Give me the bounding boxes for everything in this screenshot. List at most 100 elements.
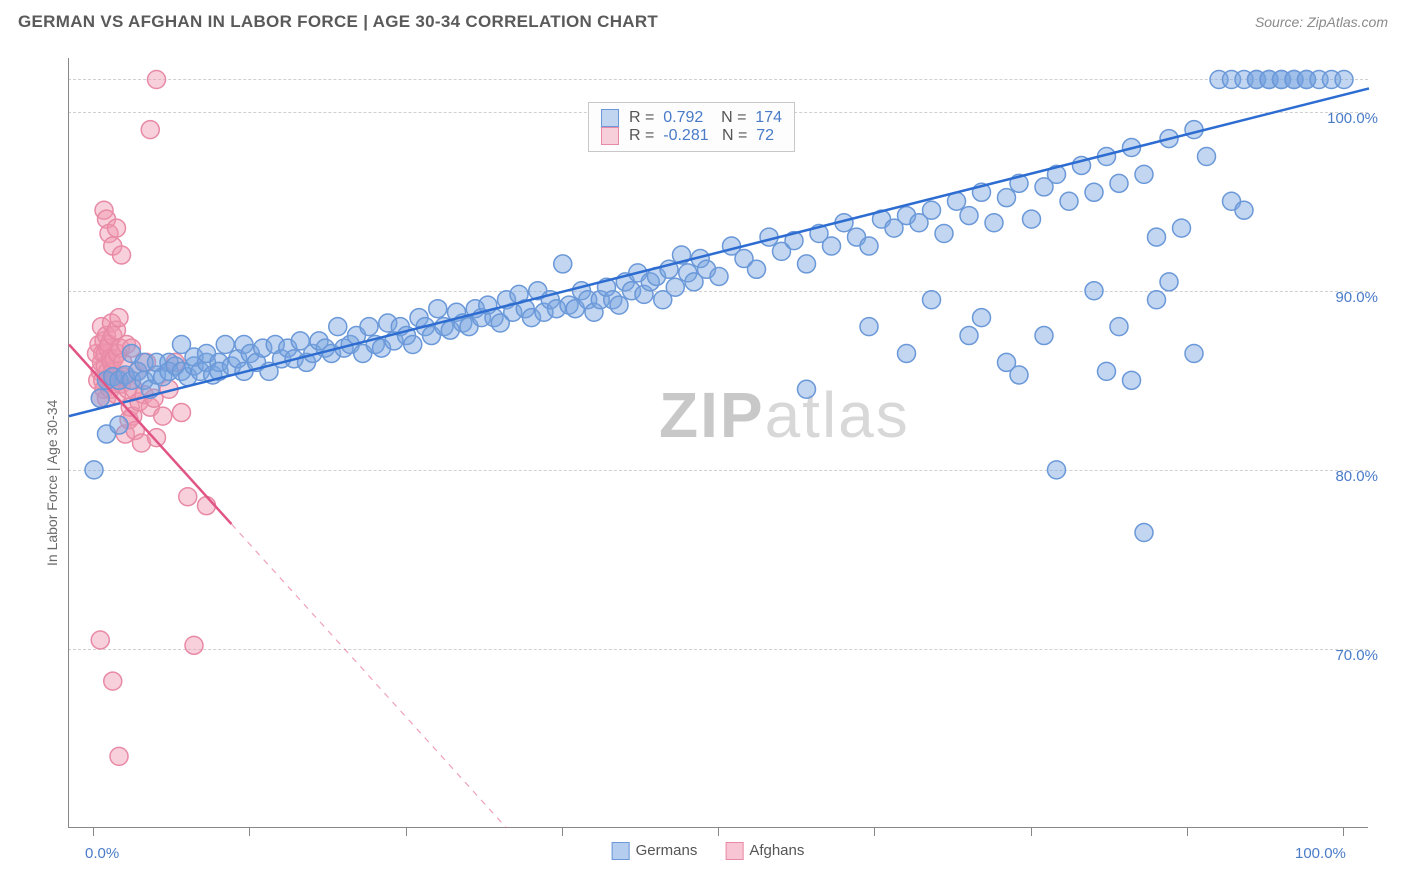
data-point — [1023, 210, 1041, 228]
data-point — [1135, 165, 1153, 183]
x-tick-mark — [406, 828, 407, 836]
data-point — [216, 336, 234, 354]
legend-label: Germans — [636, 842, 698, 859]
y-tick-label: 70.0% — [1335, 647, 1378, 664]
data-point — [710, 267, 728, 285]
chart-title: GERMAN VS AFGHAN IN LABOR FORCE | AGE 30… — [18, 12, 658, 32]
legend-swatch-icon — [601, 127, 619, 145]
n-value: 174 — [751, 109, 782, 127]
x-tick-mark — [562, 828, 563, 836]
data-point — [1185, 344, 1203, 362]
data-point — [1198, 147, 1216, 165]
legend: Germans Afghans — [612, 842, 805, 860]
data-point — [998, 189, 1016, 207]
data-point — [185, 636, 203, 654]
legend-swatch-icon — [612, 842, 630, 860]
data-point — [1035, 327, 1053, 345]
x-tick-mark — [718, 828, 719, 836]
data-point — [1148, 291, 1166, 309]
data-point — [860, 237, 878, 255]
data-point — [610, 296, 628, 314]
data-point — [110, 309, 128, 327]
data-point — [960, 327, 978, 345]
data-point — [1098, 362, 1116, 380]
data-point — [1085, 282, 1103, 300]
stats-row: R = -0.281 N = 72 — [601, 127, 782, 145]
legend-item: Afghans — [725, 842, 804, 860]
data-point — [1335, 70, 1353, 88]
source-attribution: Source: ZipAtlas.com — [1255, 14, 1388, 30]
data-point — [960, 207, 978, 225]
data-point — [110, 416, 128, 434]
n-label: N = — [712, 109, 751, 127]
y-tick-label: 80.0% — [1335, 468, 1378, 485]
data-point — [1160, 273, 1178, 291]
data-point — [1173, 219, 1191, 237]
data-point — [748, 260, 766, 278]
r-label: R = — [629, 109, 659, 127]
data-point — [1110, 318, 1128, 336]
data-point — [1048, 461, 1066, 479]
data-point — [823, 237, 841, 255]
data-point — [329, 318, 347, 336]
data-point — [91, 389, 109, 407]
data-point — [360, 318, 378, 336]
data-point — [973, 309, 991, 327]
data-point — [104, 672, 122, 690]
data-point — [148, 429, 166, 447]
data-point — [923, 291, 941, 309]
data-point — [798, 380, 816, 398]
correlation-stats-box: R = 0.792 N = 174R = -0.281 N = 72 — [588, 102, 795, 152]
legend-item: Germans — [612, 842, 698, 860]
data-point — [1010, 366, 1028, 384]
r-label: R = — [629, 127, 659, 145]
y-tick-label: 90.0% — [1335, 289, 1378, 306]
data-point — [860, 318, 878, 336]
data-point — [141, 121, 159, 139]
data-point — [179, 488, 197, 506]
data-point — [148, 70, 166, 88]
n-label: N = — [713, 127, 752, 145]
data-point — [554, 255, 572, 273]
trend-line-extrapolated — [232, 524, 507, 828]
data-point — [198, 497, 216, 515]
chart-container: In Labor Force | Age 30-34 ZIPatlas 70.0… — [28, 46, 1388, 866]
data-point — [110, 747, 128, 765]
data-point — [1148, 228, 1166, 246]
data-point — [1085, 183, 1103, 201]
data-point — [985, 214, 1003, 232]
data-point — [113, 246, 131, 264]
data-point — [429, 300, 447, 318]
x-tick-mark — [1343, 828, 1344, 836]
data-point — [923, 201, 941, 219]
scatter-svg — [69, 58, 1369, 828]
x-tick-label: 100.0% — [1295, 845, 1346, 862]
x-tick-mark — [93, 828, 94, 836]
data-point — [1123, 371, 1141, 389]
data-point — [666, 278, 684, 296]
x-tick-mark — [874, 828, 875, 836]
legend-label: Afghans — [749, 842, 804, 859]
y-tick-label: 100.0% — [1327, 110, 1378, 127]
data-point — [108, 219, 126, 237]
x-tick-mark — [1187, 828, 1188, 836]
data-point — [1060, 192, 1078, 210]
data-point — [91, 631, 109, 649]
data-point — [154, 407, 172, 425]
data-point — [898, 344, 916, 362]
y-axis-label: In Labor Force | Age 30-34 — [44, 400, 60, 566]
x-tick-mark — [1031, 828, 1032, 836]
x-tick-label: 0.0% — [85, 845, 119, 862]
plot-area: ZIPatlas — [68, 58, 1368, 828]
data-point — [85, 461, 103, 479]
data-point — [1235, 201, 1253, 219]
data-point — [798, 255, 816, 273]
data-point — [1135, 524, 1153, 542]
data-point — [1185, 121, 1203, 139]
r-value: 0.792 — [659, 109, 712, 127]
data-point — [1110, 174, 1128, 192]
r-value: -0.281 — [659, 127, 713, 145]
data-point — [935, 224, 953, 242]
n-value: 72 — [752, 127, 774, 145]
legend-swatch-icon — [601, 109, 619, 127]
